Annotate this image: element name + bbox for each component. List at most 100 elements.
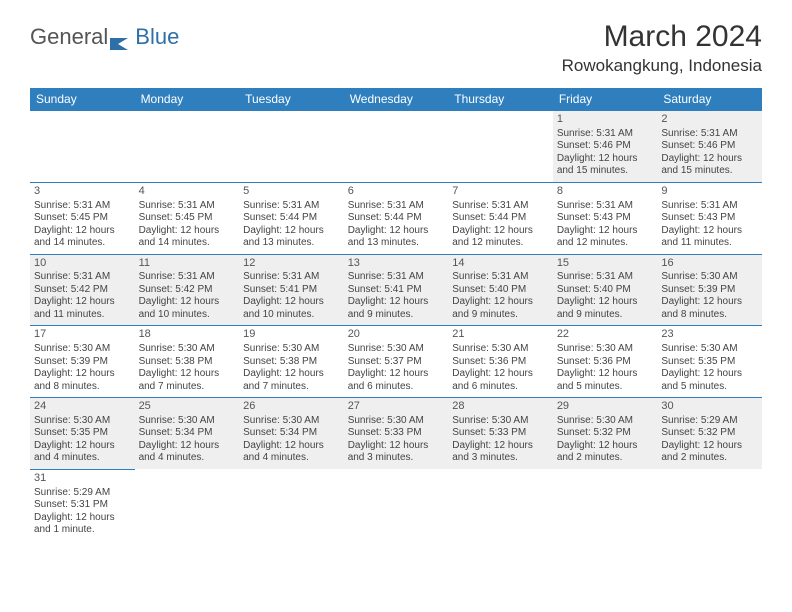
sunset-text: Sunset: 5:33 PM — [452, 427, 549, 440]
daylight-text: Daylight: 12 hours and 5 minutes. — [557, 368, 654, 393]
calendar-day-cell: 5Sunrise: 5:31 AMSunset: 5:44 PMDaylight… — [239, 182, 344, 254]
day-number: 25 — [139, 400, 236, 414]
daylight-text: Daylight: 12 hours and 3 minutes. — [452, 440, 549, 465]
daylight-text: Daylight: 12 hours and 8 minutes. — [34, 368, 131, 393]
sunset-text: Sunset: 5:39 PM — [661, 284, 758, 297]
sunrise-text: Sunrise: 5:30 AM — [348, 415, 445, 428]
sunrise-text: Sunrise: 5:31 AM — [557, 128, 654, 141]
day-number: 31 — [34, 472, 131, 486]
day-number: 14 — [452, 257, 549, 271]
calendar-week-row: 17Sunrise: 5:30 AMSunset: 5:39 PMDayligh… — [30, 326, 762, 398]
weekday-header: Monday — [135, 88, 240, 111]
day-number: 4 — [139, 185, 236, 199]
sunset-text: Sunset: 5:44 PM — [348, 212, 445, 225]
calendar-day-cell: 15Sunrise: 5:31 AMSunset: 5:40 PMDayligh… — [553, 254, 658, 326]
sunrise-text: Sunrise: 5:30 AM — [661, 343, 758, 356]
daylight-text: Daylight: 12 hours and 9 minutes. — [348, 296, 445, 321]
day-number: 9 — [661, 185, 758, 199]
sunrise-text: Sunrise: 5:31 AM — [34, 200, 131, 213]
sunset-text: Sunset: 5:34 PM — [139, 427, 236, 440]
day-number: 28 — [452, 400, 549, 414]
sunrise-text: Sunrise: 5:30 AM — [557, 415, 654, 428]
daylight-text: Daylight: 12 hours and 4 minutes. — [34, 440, 131, 465]
sunrise-text: Sunrise: 5:29 AM — [34, 487, 131, 500]
daylight-text: Daylight: 12 hours and 7 minutes. — [243, 368, 340, 393]
calendar-table: SundayMondayTuesdayWednesdayThursdayFrid… — [30, 88, 762, 541]
sunrise-text: Sunrise: 5:31 AM — [557, 200, 654, 213]
calendar-day-cell: 18Sunrise: 5:30 AMSunset: 5:38 PMDayligh… — [135, 326, 240, 398]
sunrise-text: Sunrise: 5:31 AM — [243, 200, 340, 213]
sunrise-text: Sunrise: 5:31 AM — [34, 271, 131, 284]
calendar-day-cell — [553, 469, 658, 540]
sunrise-text: Sunrise: 5:31 AM — [243, 271, 340, 284]
weekday-header: Wednesday — [344, 88, 449, 111]
calendar-week-row: 31Sunrise: 5:29 AMSunset: 5:31 PMDayligh… — [30, 469, 762, 540]
day-number: 1 — [557, 113, 654, 127]
day-number: 18 — [139, 328, 236, 342]
daylight-text: Daylight: 12 hours and 9 minutes. — [557, 296, 654, 321]
calendar-day-cell — [344, 469, 449, 540]
day-number: 7 — [452, 185, 549, 199]
sunrise-text: Sunrise: 5:30 AM — [452, 343, 549, 356]
day-number: 24 — [34, 400, 131, 414]
calendar-day-cell: 8Sunrise: 5:31 AMSunset: 5:43 PMDaylight… — [553, 182, 658, 254]
calendar-day-cell: 23Sunrise: 5:30 AMSunset: 5:35 PMDayligh… — [657, 326, 762, 398]
sunrise-text: Sunrise: 5:30 AM — [243, 415, 340, 428]
day-number: 8 — [557, 185, 654, 199]
calendar-day-cell: 11Sunrise: 5:31 AMSunset: 5:42 PMDayligh… — [135, 254, 240, 326]
daylight-text: Daylight: 12 hours and 15 minutes. — [661, 153, 758, 178]
sunset-text: Sunset: 5:40 PM — [557, 284, 654, 297]
sunset-text: Sunset: 5:32 PM — [661, 427, 758, 440]
sunset-text: Sunset: 5:39 PM — [34, 356, 131, 369]
sunset-text: Sunset: 5:40 PM — [452, 284, 549, 297]
calendar-day-cell: 16Sunrise: 5:30 AMSunset: 5:39 PMDayligh… — [657, 254, 762, 326]
sunset-text: Sunset: 5:43 PM — [557, 212, 654, 225]
sunrise-text: Sunrise: 5:31 AM — [348, 271, 445, 284]
sunrise-text: Sunrise: 5:30 AM — [34, 343, 131, 356]
day-number: 17 — [34, 328, 131, 342]
sunrise-text: Sunrise: 5:31 AM — [661, 200, 758, 213]
daylight-text: Daylight: 12 hours and 4 minutes. — [243, 440, 340, 465]
weekday-header: Sunday — [30, 88, 135, 111]
calendar-day-cell: 2Sunrise: 5:31 AMSunset: 5:46 PMDaylight… — [657, 111, 762, 183]
day-number: 5 — [243, 185, 340, 199]
sunset-text: Sunset: 5:44 PM — [452, 212, 549, 225]
calendar-day-cell: 20Sunrise: 5:30 AMSunset: 5:37 PMDayligh… — [344, 326, 449, 398]
day-number: 21 — [452, 328, 549, 342]
day-number: 30 — [661, 400, 758, 414]
calendar-day-cell: 14Sunrise: 5:31 AMSunset: 5:40 PMDayligh… — [448, 254, 553, 326]
sunrise-text: Sunrise: 5:30 AM — [661, 271, 758, 284]
daylight-text: Daylight: 12 hours and 8 minutes. — [661, 296, 758, 321]
calendar-day-cell: 24Sunrise: 5:30 AMSunset: 5:35 PMDayligh… — [30, 398, 135, 470]
daylight-text: Daylight: 12 hours and 1 minute. — [34, 512, 131, 537]
daylight-text: Daylight: 12 hours and 11 minutes. — [661, 225, 758, 250]
calendar-day-cell: 31Sunrise: 5:29 AMSunset: 5:31 PMDayligh… — [30, 469, 135, 540]
daylight-text: Daylight: 12 hours and 6 minutes. — [348, 368, 445, 393]
location: Rowokangkung, Indonesia — [562, 56, 762, 76]
logo-text-1: General — [30, 24, 108, 50]
daylight-text: Daylight: 12 hours and 2 minutes. — [661, 440, 758, 465]
sunrise-text: Sunrise: 5:30 AM — [348, 343, 445, 356]
calendar-day-cell — [657, 469, 762, 540]
calendar-day-cell: 21Sunrise: 5:30 AMSunset: 5:36 PMDayligh… — [448, 326, 553, 398]
calendar-day-cell: 22Sunrise: 5:30 AMSunset: 5:36 PMDayligh… — [553, 326, 658, 398]
calendar-day-cell: 19Sunrise: 5:30 AMSunset: 5:38 PMDayligh… — [239, 326, 344, 398]
calendar-week-row: 3Sunrise: 5:31 AMSunset: 5:45 PMDaylight… — [30, 182, 762, 254]
calendar-day-cell: 30Sunrise: 5:29 AMSunset: 5:32 PMDayligh… — [657, 398, 762, 470]
sunset-text: Sunset: 5:32 PM — [557, 427, 654, 440]
calendar-day-cell: 6Sunrise: 5:31 AMSunset: 5:44 PMDaylight… — [344, 182, 449, 254]
sunrise-text: Sunrise: 5:31 AM — [661, 128, 758, 141]
daylight-text: Daylight: 12 hours and 10 minutes. — [139, 296, 236, 321]
sunset-text: Sunset: 5:43 PM — [661, 212, 758, 225]
day-number: 15 — [557, 257, 654, 271]
day-number: 26 — [243, 400, 340, 414]
weekday-header-row: SundayMondayTuesdayWednesdayThursdayFrid… — [30, 88, 762, 111]
day-number: 3 — [34, 185, 131, 199]
calendar-week-row: 10Sunrise: 5:31 AMSunset: 5:42 PMDayligh… — [30, 254, 762, 326]
sunset-text: Sunset: 5:34 PM — [243, 427, 340, 440]
flag-icon — [110, 30, 132, 44]
sunset-text: Sunset: 5:45 PM — [139, 212, 236, 225]
calendar-day-cell: 9Sunrise: 5:31 AMSunset: 5:43 PMDaylight… — [657, 182, 762, 254]
sunset-text: Sunset: 5:33 PM — [348, 427, 445, 440]
sunset-text: Sunset: 5:35 PM — [661, 356, 758, 369]
